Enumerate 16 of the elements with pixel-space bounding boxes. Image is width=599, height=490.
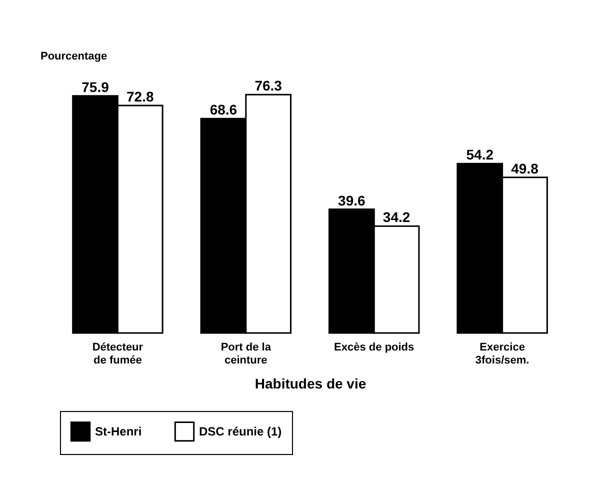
data-label: 54.2 (466, 146, 494, 163)
data-label: 68.6 (210, 102, 238, 118)
data-label: 75.9 (82, 78, 110, 95)
x-tick-label: Excès de poids (334, 342, 414, 354)
data-label: 76.3 (254, 78, 282, 94)
legend-label: St-Henri (95, 424, 142, 439)
legend-label: DSC réunie (1) (199, 424, 282, 439)
y-axis-title: Pourcentage (40, 50, 108, 62)
x-tick-label: Port de la ceinture (220, 342, 272, 366)
data-label: 72.8 (126, 88, 154, 104)
x-axis-title: Habitudes de vie (254, 376, 366, 392)
data-label: 39.6 (338, 192, 366, 208)
data-label: 49.8 (511, 160, 539, 176)
x-tick-label: Détecteur de fumée (92, 342, 144, 366)
x-tick-label: Exercice 3fois/sem. (475, 342, 530, 366)
data-label: 34.2 (382, 209, 410, 226)
